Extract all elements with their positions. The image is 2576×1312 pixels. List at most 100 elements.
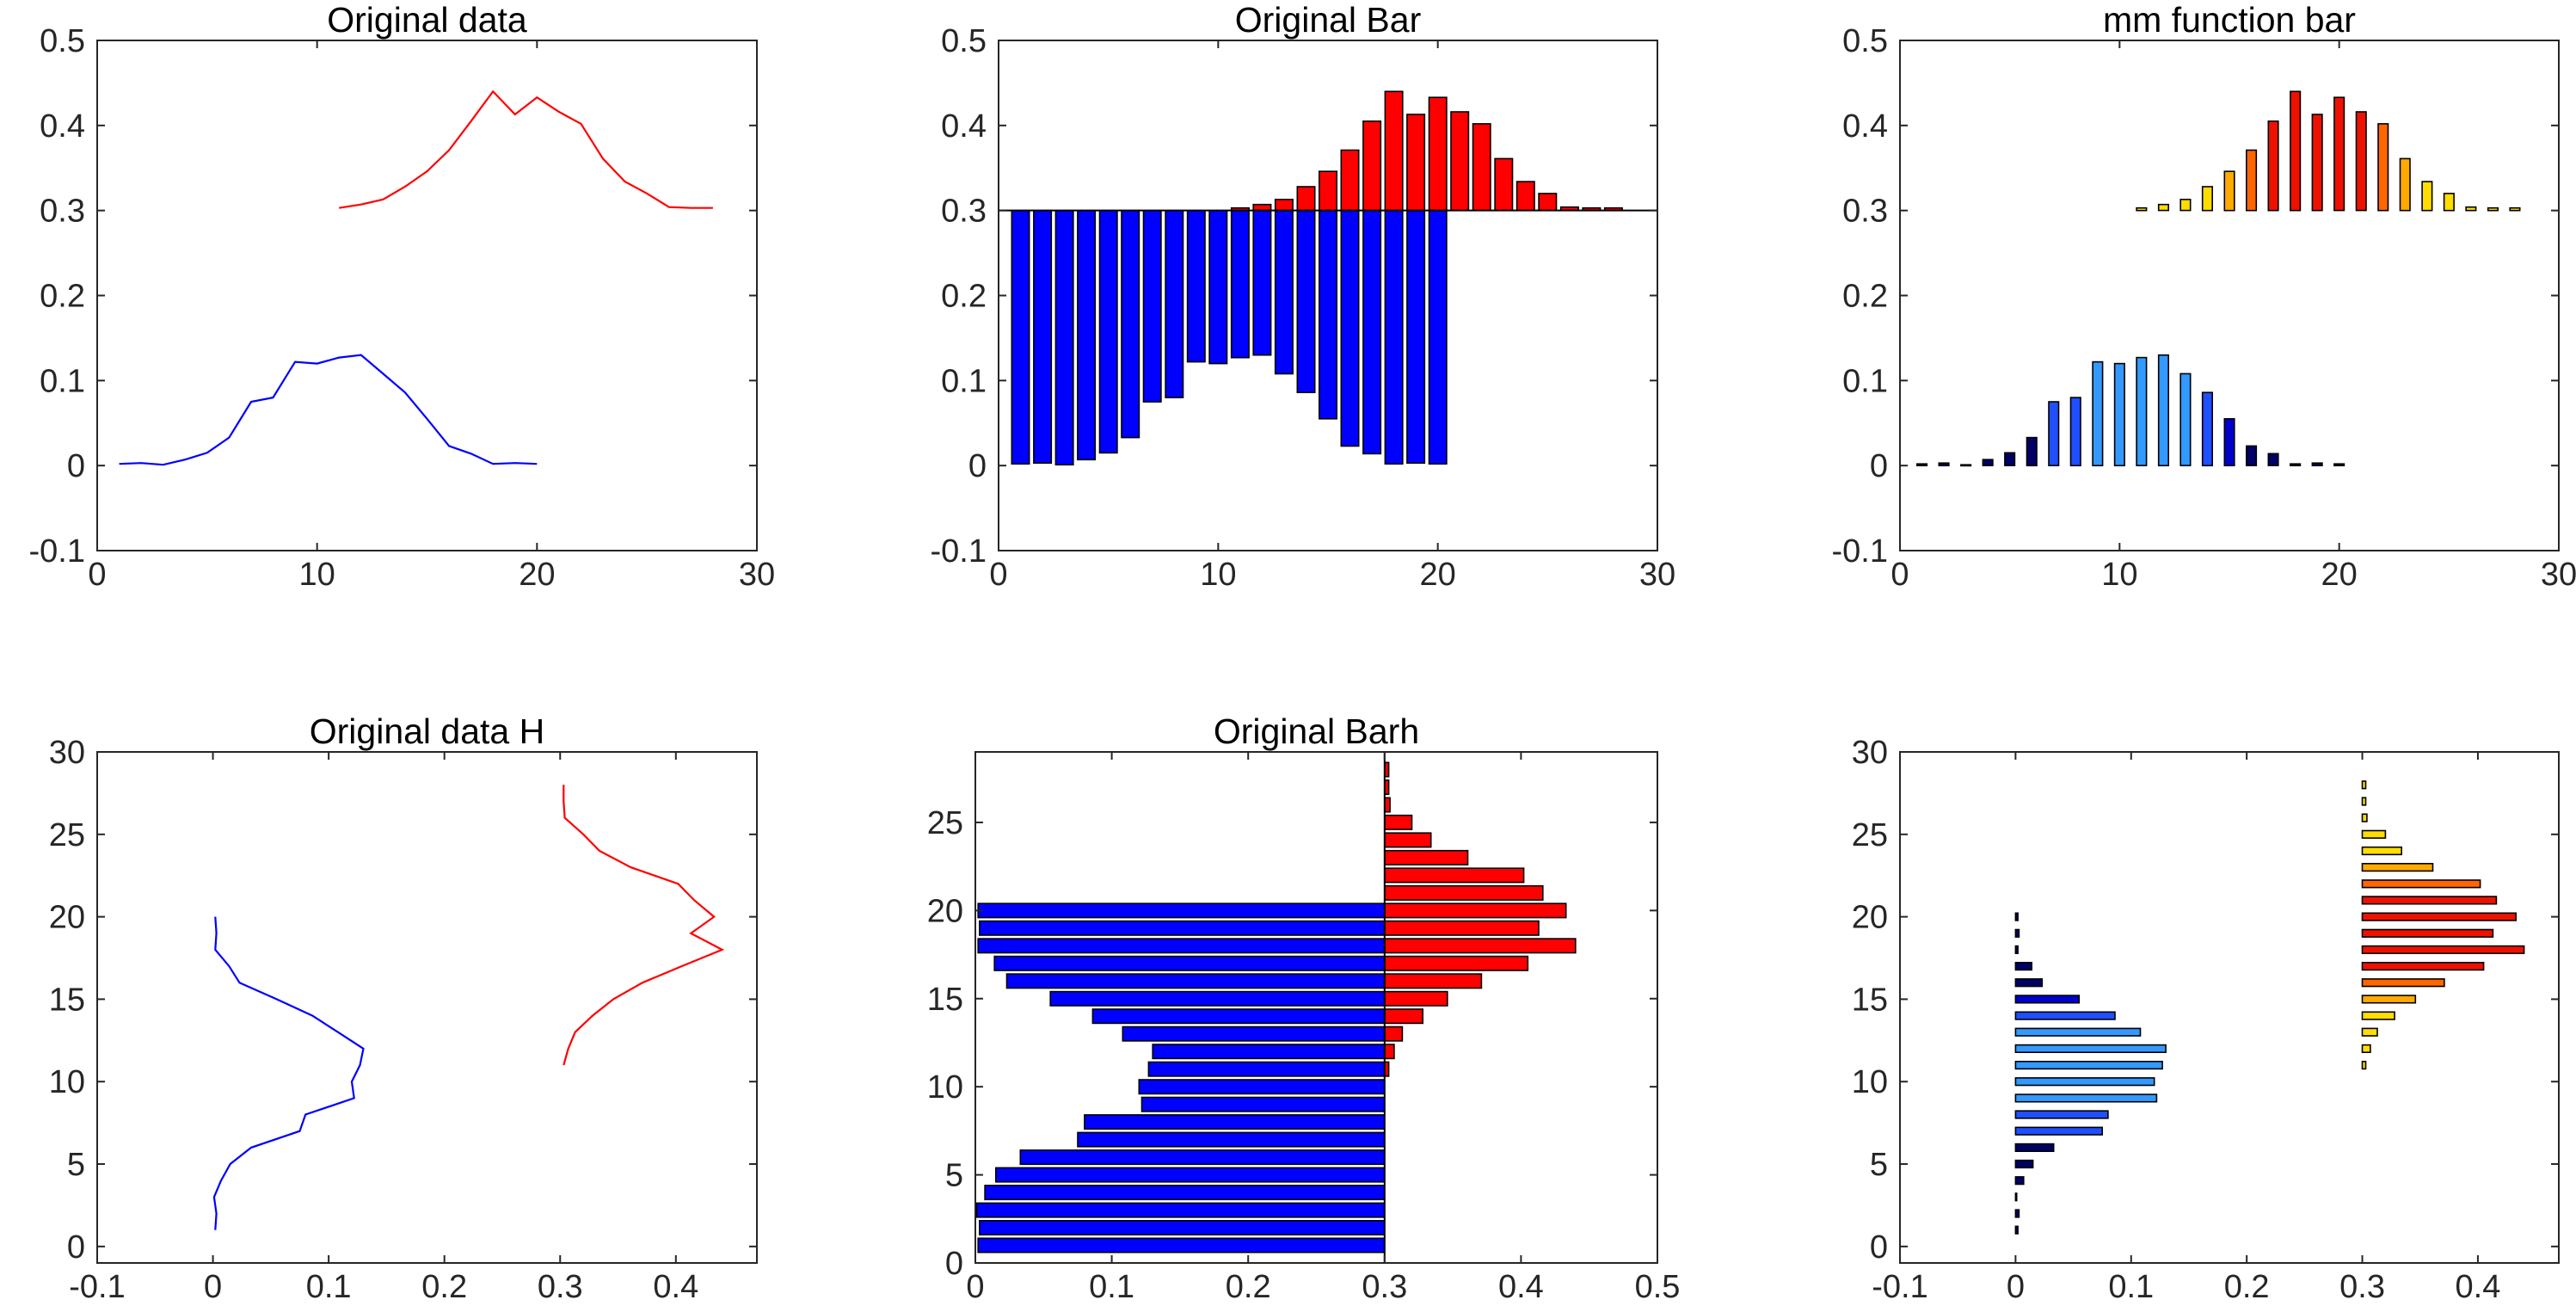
bar-s2-12	[1472, 123, 1491, 212]
bar-s2-12	[2377, 123, 2389, 212]
bar-s2-3	[2179, 199, 2192, 212]
bar-s2-13	[2361, 862, 2434, 872]
bar-s2-14	[1384, 832, 1432, 848]
bar-s1-10	[2113, 362, 2125, 467]
y-tick-label: 0.3	[1842, 194, 1888, 230]
bar-s2-17	[2361, 797, 2367, 806]
axes-frame	[96, 751, 758, 1264]
bar-s2-15	[2443, 193, 2455, 212]
bar-s2-8	[2361, 945, 2525, 954]
y-tick-label: 15	[1852, 982, 1888, 1018]
bar-s1-17	[2014, 962, 2032, 971]
x-tick-label: 0	[204, 1269, 222, 1305]
x-tick-label: 0.1	[2108, 1269, 2154, 1305]
bar-s2-4	[1384, 1008, 1424, 1025]
y-tick-label: 10	[1852, 1064, 1888, 1100]
bar-s1-9	[2014, 1093, 2158, 1103]
bar-s1-19	[2014, 928, 2020, 938]
plot-marks	[1916, 90, 2521, 467]
bar-s1-15	[1319, 209, 1338, 420]
bar-s2-10	[2333, 96, 2345, 212]
bar-s1-17	[993, 955, 1386, 971]
bar-s1-8	[1084, 1114, 1386, 1130]
bar-s1-2	[979, 1220, 1386, 1236]
bar-s1-7	[1077, 1131, 1386, 1148]
bar-s1-5	[1098, 209, 1118, 454]
bar-s1-18	[977, 938, 1386, 954]
bar-s2-16	[2465, 206, 2477, 212]
bar-s1-18	[2290, 463, 2302, 467]
bar-s1-4	[984, 1185, 1386, 1201]
y-tick-label: 25	[1852, 817, 1888, 853]
series-line-1	[119, 354, 538, 466]
bar-s1-15	[2223, 417, 2235, 466]
bar-s1-4	[1982, 459, 1994, 466]
bar-s1-5	[995, 1167, 1386, 1183]
bar-s2-11	[2355, 111, 2367, 212]
y-tick-label: -0.1	[1832, 533, 1888, 570]
bar-s2-3	[1384, 1026, 1404, 1042]
x-tick-label: 0.5	[1635, 1269, 1681, 1305]
plot-marks	[975, 761, 1577, 1253]
x-tick-label: 30	[739, 557, 775, 593]
y-tick-label: 15	[927, 982, 963, 1018]
bar-s2-10	[2361, 912, 2517, 921]
y-tick-label: 0.4	[941, 108, 987, 145]
bar-s2-2	[1252, 203, 1272, 212]
bar-s2-10	[1428, 96, 1448, 212]
y-tick-label: 0.2	[941, 279, 987, 315]
bar-s2-7	[2267, 120, 2279, 212]
bar-s1-19	[979, 920, 1386, 936]
x-tick-label: 0	[88, 557, 106, 593]
x-tick-label: 0.2	[1226, 1269, 1271, 1305]
bar-s2-10	[1384, 902, 1567, 919]
bar-s2-8	[1384, 90, 1404, 212]
bar-s2-2	[1384, 1044, 1395, 1060]
bar-s2-2	[2361, 1044, 2371, 1053]
bar-s1-6	[2014, 1143, 2055, 1152]
bar-s2-4	[2361, 1011, 2395, 1020]
y-tick-label: 0.4	[40, 108, 85, 145]
bar-s1-17	[1362, 209, 1382, 455]
bar-s1-17	[2267, 453, 2279, 466]
bar-s1-11	[1230, 209, 1250, 359]
y-tick-label: 0.3	[941, 194, 987, 230]
bar-s2-3	[2361, 1027, 2378, 1037]
bar-s1-16	[2014, 978, 2044, 988]
bar-s2-9	[2361, 928, 2494, 938]
x-tick-label: 0.2	[421, 1269, 467, 1305]
bar-s2-13	[1494, 157, 1514, 212]
bar-s1-4	[2014, 1176, 2025, 1186]
chart-title: Original data	[327, 0, 527, 40]
bar-s2-7	[1384, 955, 1529, 971]
bar-s2-1	[2361, 1061, 2367, 1070]
bar-s1-5	[2014, 1159, 2034, 1169]
bar-s1-16	[1340, 209, 1360, 447]
bar-s1-8	[1165, 209, 1184, 398]
y-tick-label: 20	[1852, 900, 1888, 936]
bar-s2-18	[2361, 780, 2367, 790]
bar-s1-6	[1019, 1149, 1386, 1166]
x-tick-label: 20	[1420, 557, 1456, 593]
y-tick-label: 20	[927, 893, 963, 929]
bar-s1-16	[2246, 445, 2258, 466]
bar-s1-15	[2014, 995, 2081, 1004]
x-tick-label: 0.1	[306, 1269, 352, 1305]
bar-s2-12	[2361, 879, 2481, 889]
bar-s1-1	[2014, 1225, 2019, 1235]
x-tick-label: 10	[1200, 557, 1236, 593]
bar-s1-14	[1091, 1008, 1386, 1025]
y-tick-label: 25	[49, 817, 85, 853]
bar-s2-11	[1384, 884, 1544, 901]
chart-title: mm function bar	[2103, 0, 2356, 40]
bar-s1-14	[2014, 1011, 2116, 1020]
y-tick-label: 0.2	[1842, 279, 1888, 315]
bar-s2-14	[2361, 846, 2403, 856]
bar-s1-11	[2136, 356, 2148, 466]
y-tick-label: 0	[67, 448, 85, 484]
y-tick-label: 0.5	[1842, 23, 1888, 59]
